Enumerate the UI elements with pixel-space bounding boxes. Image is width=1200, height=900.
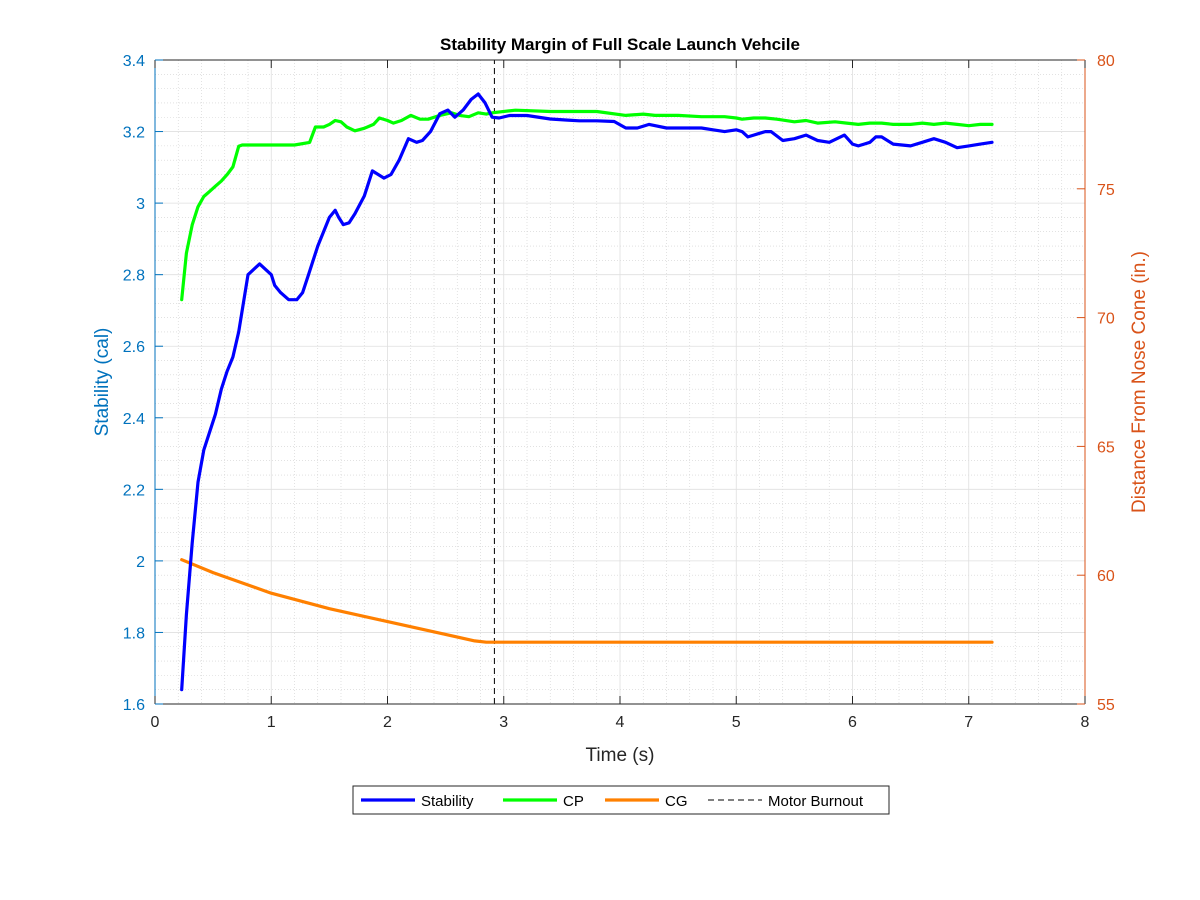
- legend-entry-label: CP: [563, 793, 584, 810]
- x-tick-label: 7: [964, 714, 973, 731]
- y-right-tick-label: 65: [1097, 439, 1115, 456]
- chart-title: Stability Margin of Full Scale Launch Ve…: [440, 35, 800, 54]
- y-right-tick-label: 60: [1097, 568, 1115, 585]
- x-tick-label: 3: [499, 714, 508, 731]
- legend-entry-label: CG: [665, 793, 688, 810]
- x-tick-label: 4: [616, 714, 625, 731]
- x-tick-label: 6: [848, 714, 857, 731]
- y-left-tick-label: 2.6: [123, 339, 145, 356]
- x-tick-label: 8: [1081, 714, 1090, 731]
- y-left-tick-label: 2.2: [123, 482, 145, 499]
- y-left-tick-label: 2.4: [123, 411, 145, 428]
- y-left-tick-label: 2.8: [123, 268, 145, 285]
- y-left-tick-label: 2: [136, 554, 145, 571]
- x-tick-label: 2: [383, 714, 392, 731]
- y-left-axis-label: Stability (cal): [92, 328, 113, 437]
- series-layer: [180, 60, 994, 704]
- x-tick-label: 0: [151, 714, 160, 731]
- legend-entry-label: Motor Burnout: [768, 793, 864, 810]
- series-line-cg: [180, 558, 994, 644]
- y-left-tick-label: 3: [136, 196, 145, 213]
- y-right-tick-label: 80: [1097, 53, 1115, 70]
- series-line-stability: [180, 92, 994, 692]
- y-right-tick-label: 55: [1097, 697, 1115, 714]
- series-line-cp: [180, 108, 994, 302]
- y-left-tick-label: 1.6: [123, 697, 145, 714]
- ticks-layer: 0 1 2 3 4 5 6 7 8 1.6 1.8 2 2.2 2.4 2.6 2.8 3 3.2 3.4 55 60 6…: [123, 53, 1115, 731]
- x-axis-label: Time (s): [586, 745, 655, 766]
- y-right-axis-label: Distance From Nose Cone (in.): [1129, 251, 1150, 513]
- legend-entry-label: Stability: [421, 793, 474, 810]
- x-tick-label: 5: [732, 714, 741, 731]
- y-left-tick-label: 3.2: [123, 125, 145, 142]
- y-right-tick-label: 75: [1097, 182, 1115, 199]
- y-left-tick-label: 1.8: [123, 625, 145, 642]
- legend: Stability CP CG Motor Burnout: [352, 785, 890, 815]
- y-left-tick-label: 3.4: [123, 53, 145, 70]
- y-right-tick-label: 70: [1097, 311, 1115, 328]
- x-tick-label: 1: [267, 714, 276, 731]
